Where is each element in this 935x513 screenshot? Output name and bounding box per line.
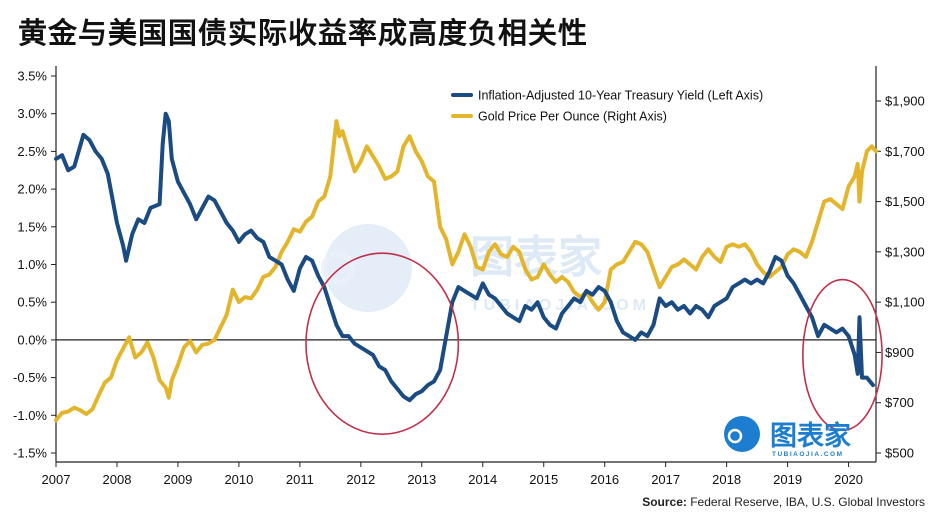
left-tick-label: 0.0% [17, 332, 47, 347]
series-layer [54, 111, 878, 423]
right-axis: $1,900 $1,700 $1,500 $1,300 $1,100 $900 $700 $5… [876, 94, 925, 461]
source-label: Source: [642, 495, 687, 509]
right-tick-label: $1,700 [885, 144, 925, 159]
right-tick-label: $900 [885, 345, 914, 360]
brand-subtext: TUBIAOJIA.COM [772, 451, 844, 458]
left-tick-label: 2.0% [17, 182, 47, 197]
x-tick-label: 2013 [407, 472, 436, 487]
right-tick-label: $1,100 [885, 295, 925, 310]
source-note: Source: Federal Reserve, IBA, U.S. Globa… [642, 495, 925, 509]
x-tick-label: 2018 [712, 472, 741, 487]
annotation-ellipse [802, 278, 883, 432]
x-tick-label: 2016 [590, 472, 619, 487]
yield-series-line [54, 111, 875, 403]
left-tick-label: -0.5% [13, 370, 47, 385]
right-tick-label: $500 [885, 446, 914, 461]
page-title: 黄金与美国国债实际收益率成高度负相关性 [18, 16, 589, 50]
left-tick-label: -1.0% [13, 408, 47, 423]
x-tick-label: 2017 [651, 472, 680, 487]
left-tick-label: -1.5% [13, 446, 47, 461]
x-tick-label: 2012 [346, 472, 375, 487]
left-tick-label: 0.5% [17, 295, 47, 310]
watermark-subtext: TUBIAOJIA.COM [470, 297, 650, 314]
gold-series-line [54, 119, 878, 423]
watermark-ring-icon [321, 251, 355, 285]
x-tick-label: 2015 [529, 472, 558, 487]
x-tick-label: 2008 [103, 472, 132, 487]
x-axis: 2007 2008 2009 2010 2011 2012 2013 2014 2015 2016… [42, 462, 863, 487]
annotation-ellipse [305, 252, 460, 435]
legend: Inflation-Adjusted 10-Year Treasury Yiel… [451, 89, 763, 124]
legend-label: Inflation-Adjusted 10-Year Treasury Yiel… [478, 89, 763, 103]
x-tick-label: 2019 [773, 472, 802, 487]
watermark: 图表家 TUBIAOJIA.COM [321, 224, 650, 314]
brand-ring-icon [727, 428, 743, 444]
left-tick-label: 3.0% [17, 106, 47, 121]
plot-frame [55, 66, 877, 463]
left-tick-label: 1.0% [17, 257, 47, 272]
brand-text: 图表家 [770, 420, 851, 451]
right-tick-label: $1,300 [885, 244, 925, 259]
x-tick-label: 2014 [468, 472, 497, 487]
left-tick-label: 2.5% [17, 144, 47, 159]
left-axis: 3.5% 3.0% 2.5% 2.0% 1.5% 1.0% 0.5% 0.0% -0.5% -1.… [13, 69, 56, 461]
x-tick-label: 2007 [42, 472, 71, 487]
x-tick-label: 2011 [286, 472, 314, 487]
annotation-layer [305, 252, 883, 435]
watermark-text: 图表家 [470, 233, 602, 282]
right-tick-label: $700 [885, 395, 914, 410]
source-text: Federal Reserve, IBA, U.S. Global Invest… [686, 495, 925, 509]
left-tick-label: 3.5% [17, 69, 47, 84]
brand-head-icon [724, 416, 760, 452]
legend-label: Gold Price Per Ounce (Right Axis) [478, 110, 667, 124]
right-tick-label: $1,500 [885, 194, 925, 209]
watermark-head-icon [324, 224, 412, 312]
right-tick-label: $1,900 [885, 94, 925, 109]
left-tick-label: 1.5% [17, 219, 47, 234]
x-tick-label: 2010 [224, 472, 253, 487]
x-tick-label: 2009 [163, 472, 192, 487]
x-tick-label: 2020 [834, 472, 863, 487]
